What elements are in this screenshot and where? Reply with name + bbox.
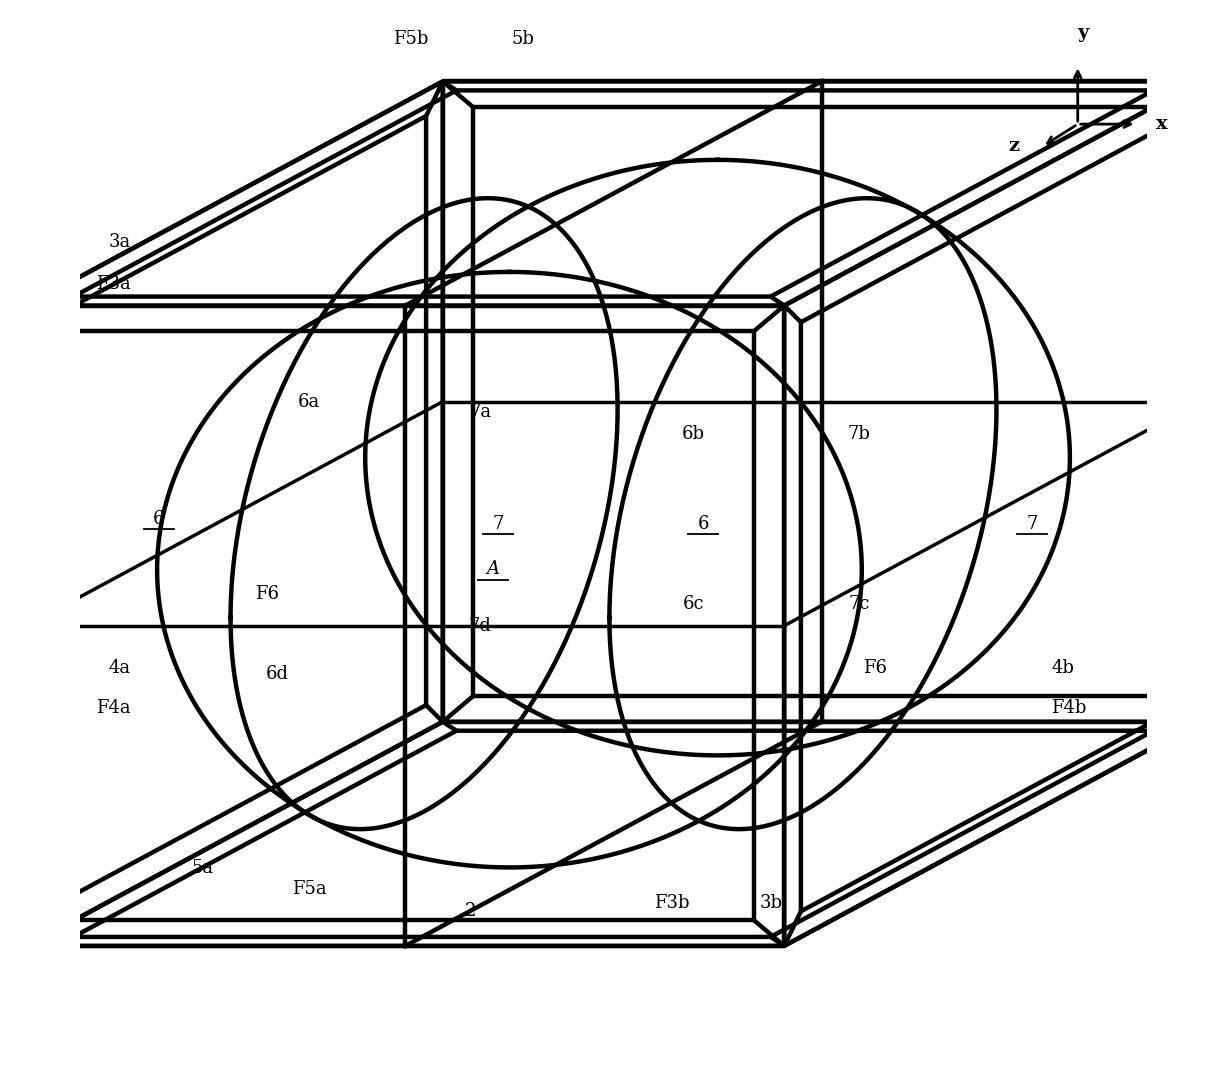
Text: F5a: F5a [292,881,326,899]
Text: 3a: 3a [109,232,131,250]
Text: 7a: 7a [469,403,491,422]
Text: 6: 6 [697,516,709,533]
Text: 6: 6 [153,510,164,528]
Text: 4a: 4a [109,659,131,677]
Text: 2: 2 [465,902,476,919]
Text: 6b: 6b [682,425,706,443]
Text: 7b: 7b [848,425,870,443]
Text: 7c: 7c [848,595,870,613]
Text: F4b: F4b [1052,699,1086,717]
Text: 6d: 6d [266,664,288,683]
Text: 7: 7 [1026,516,1038,533]
Text: F4a: F4a [97,699,131,717]
Text: F3a: F3a [97,275,131,293]
Text: 5a: 5a [191,859,213,877]
Text: 6c: 6c [682,595,704,613]
Text: z: z [1009,137,1020,155]
Text: 7d: 7d [469,616,492,635]
Text: 3b: 3b [760,895,783,913]
Text: A: A [486,561,499,578]
Text: x: x [1156,116,1167,133]
Text: F5b: F5b [393,30,428,48]
Text: 4b: 4b [1052,659,1074,677]
Text: y: y [1077,24,1088,42]
Text: 7: 7 [492,516,504,533]
Text: F6: F6 [863,659,887,677]
Text: F3b: F3b [654,895,690,913]
Text: F6: F6 [255,584,279,602]
Text: 5b: 5b [512,30,534,48]
Text: 6a: 6a [298,393,320,411]
